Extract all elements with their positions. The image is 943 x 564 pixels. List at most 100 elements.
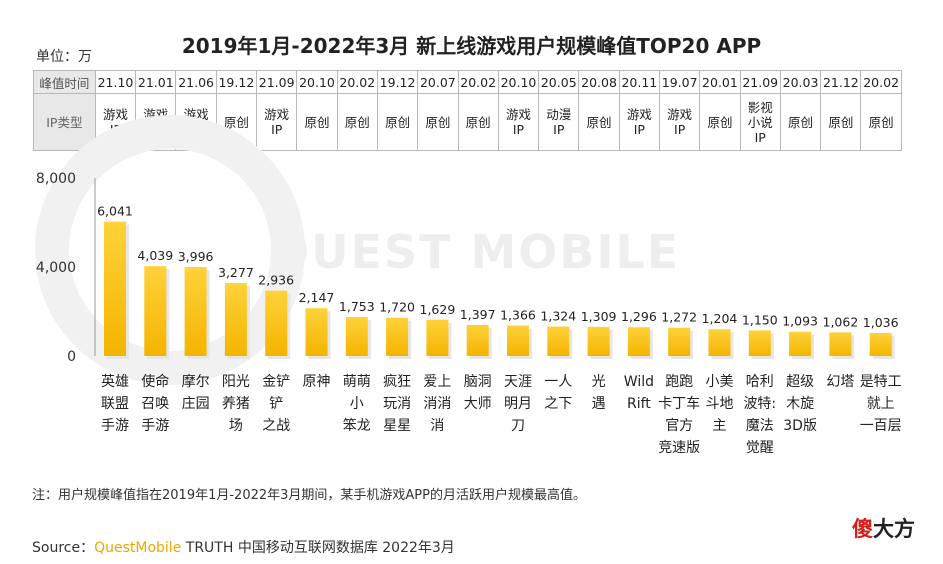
x-category-label-line: 原神 bbox=[303, 374, 331, 390]
x-category-label-line: 消 bbox=[430, 418, 444, 434]
value-label: 1,324 bbox=[540, 309, 576, 324]
x-category-label-line: 卡丁车 bbox=[658, 395, 700, 412]
x-category-label-line: 爱上 bbox=[423, 374, 451, 390]
x-category-label-line: Wild bbox=[624, 374, 654, 390]
x-category-label: 原神 bbox=[303, 374, 331, 390]
x-category-label-line: 疯狂 bbox=[383, 374, 411, 390]
y-tick-label: 8,000 bbox=[36, 171, 76, 187]
x-category-label-line: 波特: bbox=[743, 396, 776, 412]
value-label: 1,093 bbox=[782, 314, 818, 329]
peak-time-cell: 20.10 bbox=[497, 70, 540, 94]
peak-time-cell: 20.02 bbox=[336, 70, 378, 94]
x-category-label-line: 英雄 bbox=[101, 373, 129, 390]
x-category-label-line: 竞速版 bbox=[658, 439, 700, 456]
x-category-label-line: 铲 bbox=[269, 396, 283, 412]
ip-type-cell: 原创 bbox=[699, 93, 741, 151]
x-category-label-line: 斗地 bbox=[706, 396, 734, 412]
ip-type-cell: 原创 bbox=[779, 93, 822, 151]
y-tick-label: 4,000 bbox=[36, 260, 76, 276]
x-category-label-line: 跑跑 bbox=[665, 374, 693, 390]
x-category-label-line: 幻塔 bbox=[826, 374, 854, 390]
peak-time-cell: 21.01 bbox=[135, 70, 177, 94]
bar bbox=[789, 331, 812, 356]
value-label: 2,147 bbox=[299, 290, 335, 305]
value-label: 1,204 bbox=[702, 311, 738, 326]
x-category-label-line: 萌萌 bbox=[343, 374, 371, 390]
ip-type-cell: 游戏 IP bbox=[658, 93, 701, 151]
x-category-label-line: 金铲 bbox=[262, 374, 290, 390]
bar bbox=[829, 332, 852, 356]
watermark-text: QUEST MOBILE bbox=[270, 225, 680, 279]
ip-type-cell: 原创 bbox=[417, 93, 459, 151]
x-category-label-line: 养猪 bbox=[222, 396, 250, 412]
x-category-label-line: 哈利 bbox=[746, 374, 774, 390]
bar bbox=[627, 327, 650, 356]
x-category-label-line: 阳光 bbox=[222, 374, 250, 390]
x-category-label-line: 使命 bbox=[141, 373, 169, 390]
peak-time-cell: 19.12 bbox=[215, 70, 258, 94]
ip-type-cell: 影视 小说 IP bbox=[739, 93, 781, 151]
x-category-label-line: Rift bbox=[627, 396, 651, 412]
corner-badge: 傻大方 bbox=[852, 513, 915, 543]
ip-type-cell: 原创 bbox=[578, 93, 620, 151]
peak-time-cell: 19.07 bbox=[658, 70, 701, 94]
peak-time-cell: 20.10 bbox=[296, 70, 338, 94]
x-category-label-line: 之下 bbox=[544, 396, 572, 412]
source-line: Source：QuestMobile TRUTH 中国移动互联网数据库 2022… bbox=[32, 537, 455, 557]
value-label: 3,996 bbox=[178, 249, 214, 264]
x-category-label-line: 玩消 bbox=[383, 396, 411, 412]
x-category-label-line: 木旋 bbox=[786, 396, 814, 412]
peak-time-cell: 21.09 bbox=[256, 70, 298, 94]
value-label: 1,150 bbox=[742, 312, 778, 327]
bar bbox=[547, 326, 570, 356]
bar bbox=[144, 266, 167, 356]
source-brand: QuestMobile bbox=[94, 540, 182, 556]
bar bbox=[869, 332, 892, 356]
bar bbox=[466, 324, 489, 356]
peak-time-row: 峰值时间 21.10 21.01 21.06 19.12 21.09 20.10 20.02… bbox=[32, 70, 902, 94]
x-category-label-line: 遇 bbox=[592, 396, 606, 412]
x-category-label-line: 联盟 bbox=[101, 396, 129, 412]
x-category-label: 光遇 bbox=[592, 374, 606, 412]
x-category-label-line: 庄园 bbox=[182, 395, 210, 412]
ip-type-cell: 游戏 IP bbox=[618, 93, 661, 151]
source-prefix: Source： bbox=[32, 540, 95, 556]
x-category-label-line: 官方 bbox=[665, 418, 693, 434]
peak-time-cell: 20.05 bbox=[538, 70, 580, 94]
peak-time-cell: 19.12 bbox=[376, 70, 419, 94]
x-category-label-line: 就上 bbox=[867, 396, 895, 412]
peak-time-cell: 20.03 bbox=[779, 70, 822, 94]
bar bbox=[708, 329, 731, 356]
x-category-label-line: 笨龙 bbox=[343, 418, 371, 434]
x-category-label-line: 之战 bbox=[262, 418, 290, 434]
ip-type-cell: 原创 bbox=[820, 93, 862, 151]
ip-type-cell: 原创 bbox=[376, 93, 419, 151]
value-label: 1,309 bbox=[581, 309, 617, 324]
peak-time-cell: 20.11 bbox=[618, 70, 661, 94]
value-label: 1,062 bbox=[823, 314, 859, 329]
bar bbox=[305, 308, 328, 356]
value-label: 1,720 bbox=[379, 300, 415, 315]
bar bbox=[345, 316, 368, 356]
x-category-label-line: 小美 bbox=[706, 374, 734, 390]
bar bbox=[587, 326, 610, 356]
value-label: 6,041 bbox=[97, 204, 133, 219]
badge-dark-chars: 大方 bbox=[873, 517, 915, 541]
x-category-label-line: 脑洞 bbox=[464, 374, 492, 390]
x-category-label-line: 场 bbox=[229, 418, 243, 434]
value-label: 1,272 bbox=[661, 310, 697, 325]
y-tick-label: 0 bbox=[67, 349, 76, 365]
peak-time-cell: 20.02 bbox=[860, 70, 902, 94]
